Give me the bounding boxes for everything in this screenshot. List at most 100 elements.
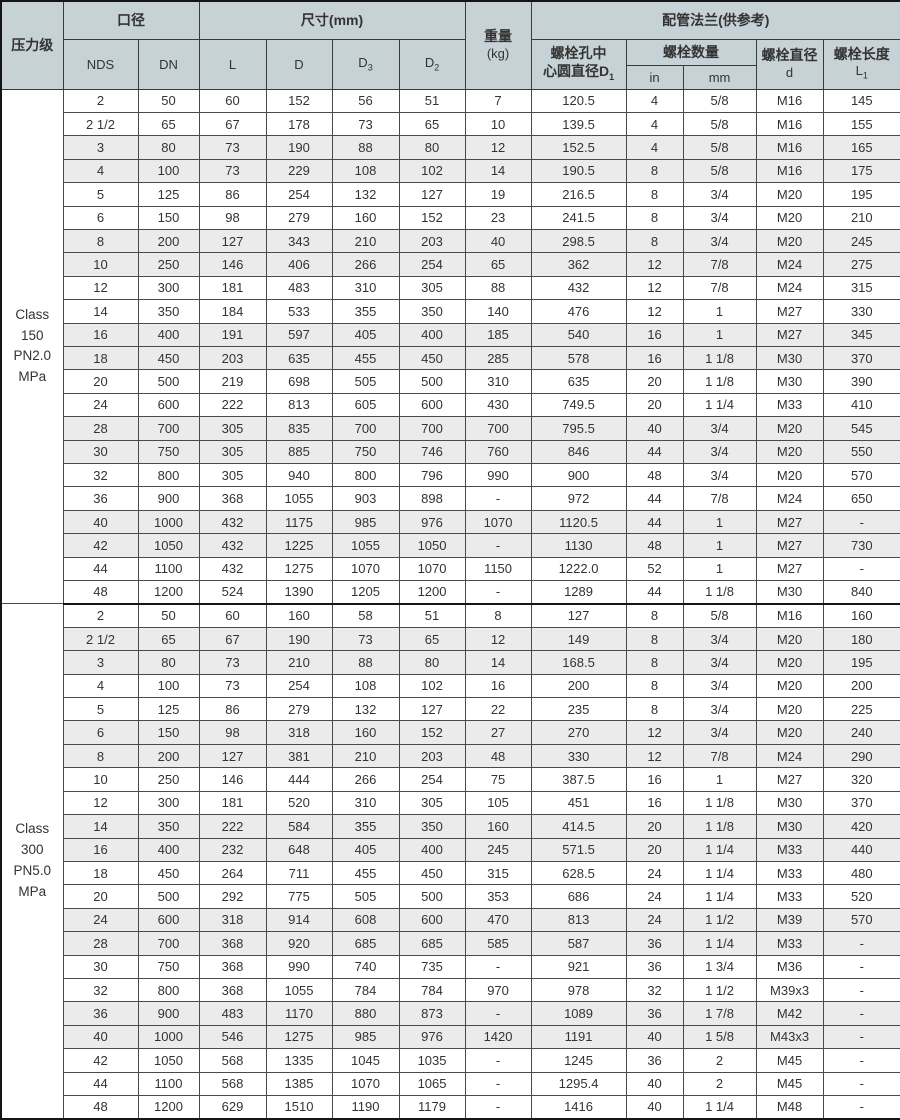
cell: 191: [198, 322, 267, 347]
cell: 108: [331, 673, 400, 699]
cell: 476: [530, 299, 627, 324]
cell: 1: [682, 299, 757, 324]
cell: 700: [331, 416, 400, 441]
cell: 175: [822, 158, 900, 184]
cell: 432: [198, 533, 267, 558]
cell: 152.5: [530, 135, 627, 160]
cell: 784: [398, 977, 466, 1003]
cell: 406: [265, 252, 333, 277]
table-row: 24 600 222 813 605 600 430 749.5 20 1 1/4 M33 410: [1, 392, 900, 418]
cell: 1190: [331, 1094, 400, 1120]
cell: 5/8: [682, 603, 757, 628]
cell: 368: [198, 486, 267, 511]
cell: 387.5: [530, 767, 627, 792]
cell: 520: [822, 884, 900, 909]
cell: 266: [331, 252, 400, 277]
cell: 368: [198, 977, 267, 1003]
cell: 210: [822, 205, 900, 230]
cell: 7/8: [682, 252, 757, 277]
cell: 16: [62, 837, 139, 862]
cell: 1150: [464, 556, 532, 582]
cell: 6: [62, 720, 139, 745]
cell: 985: [331, 509, 400, 535]
cell: 1 1/4: [682, 860, 757, 886]
cell: 430: [464, 392, 532, 418]
cell: 1070: [331, 1071, 400, 1096]
cell: 146: [198, 767, 267, 792]
table-row: 44 1100 432 1275 1070 1070 1150 1222.0 52 1 M27-: [1, 556, 900, 582]
cell: 139.5: [530, 111, 627, 137]
cell: M20: [755, 697, 824, 722]
cell: 44: [625, 509, 684, 535]
cell: 1200: [137, 580, 200, 605]
table-row: 44 1100 568 1385 1070 1065-1295.4 40 2 M45-: [1, 1071, 900, 1096]
cell: 320: [822, 767, 900, 792]
cell: 168.5: [530, 650, 627, 675]
cell: 73: [331, 626, 400, 652]
cell: 50: [137, 88, 200, 113]
cell: 1175: [265, 509, 333, 535]
cell: 7/8: [682, 743, 757, 769]
cell: 628.5: [530, 860, 627, 886]
cell: 88: [464, 275, 532, 301]
table-row: 4 100 73 254 108 102 16 200 8 3/4 M20 200: [1, 673, 900, 699]
cell: 67: [198, 111, 267, 137]
cell: 270: [530, 720, 627, 745]
cell: 36: [62, 1001, 139, 1026]
table-row: 8 200 127 343 210 203 40 298.5 8 3/4 M20 245: [1, 228, 900, 254]
cell: M24: [755, 252, 824, 277]
cell: 73: [198, 158, 267, 184]
cell: 2 1/2: [62, 111, 139, 137]
cell: 195: [822, 182, 900, 207]
cell: 315: [822, 275, 900, 301]
cell: 75: [464, 767, 532, 792]
cell: 735: [398, 954, 466, 979]
cell: 370: [822, 345, 900, 371]
cell: 650: [822, 486, 900, 511]
cell: 203: [398, 743, 466, 769]
cell: 635: [265, 345, 333, 371]
cell: 3/4: [682, 697, 757, 722]
cell: M16: [755, 603, 824, 628]
cell: M27: [755, 556, 824, 582]
cell: 698: [265, 369, 333, 394]
cell: 1 1/4: [682, 1094, 757, 1120]
table-row: 20 500 219 698 505 500 310 635 20 1 1/8 M30 390: [1, 369, 900, 394]
cell: 80: [137, 135, 200, 160]
cell: 73: [331, 111, 400, 137]
cell: 40: [625, 416, 684, 441]
cell: 232: [198, 837, 267, 862]
cell: 279: [265, 697, 333, 722]
cell: 8: [625, 650, 684, 675]
cell: 24: [62, 907, 139, 933]
cell: -: [822, 1048, 900, 1073]
table-row: 5 125 86 254 132 127 19 216.5 8 3/4 M20 195: [1, 182, 900, 207]
cell: 200: [137, 743, 200, 769]
cell: 432: [198, 509, 267, 535]
cell: 310: [331, 275, 400, 301]
cell: 500: [398, 369, 466, 394]
cell: 873: [398, 1001, 466, 1026]
cell: 3/4: [682, 650, 757, 675]
cell: 914: [265, 907, 333, 933]
cell: M30: [755, 580, 824, 605]
cell: 700: [137, 416, 200, 441]
cell: 1055: [265, 486, 333, 511]
cell: M43x3: [755, 1024, 824, 1050]
cell: 505: [331, 884, 400, 909]
cell: 700: [137, 931, 200, 956]
cell: 440: [822, 837, 900, 862]
cell: 1065: [398, 1071, 466, 1096]
header-dimensions: 尺寸(mm): [198, 0, 466, 40]
cell: 42: [62, 533, 139, 558]
cell: 350: [398, 814, 466, 839]
header-bolt-quantity: 螺栓数量: [625, 38, 757, 66]
table-row: 16 400 232 648 405 400 245 571.5 20 1 1/4 M33 440: [1, 837, 900, 862]
cell: M33: [755, 837, 824, 862]
cell: 241.5: [530, 205, 627, 230]
header-bolt-length: 螺栓长度 L1: [822, 38, 900, 90]
cell: 12: [464, 135, 532, 160]
table-row: 18 450 264 711 455 450 315 628.5 24 1 1/4 M33 480: [1, 860, 900, 886]
table-row: 30 750 305 885 750 746 760 846 44 3/4 M20 550: [1, 439, 900, 465]
